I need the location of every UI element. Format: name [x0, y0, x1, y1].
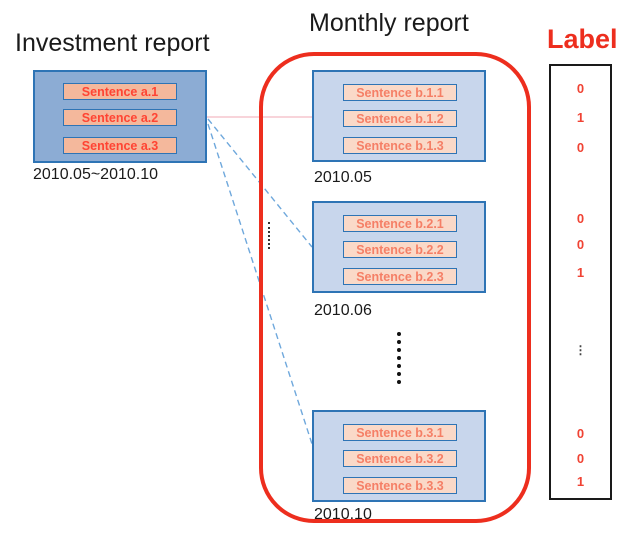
investment-report-title: Investment report	[15, 29, 210, 57]
sentence-b1-2: Sentence b.1.2	[343, 110, 457, 127]
label-value: 0	[576, 140, 585, 155]
label-value: 0	[576, 237, 585, 252]
label-value: 1	[576, 474, 585, 489]
vertical-ellipsis-months-icon	[397, 332, 401, 384]
monthly-box-2010-10: Sentence b.3.1 Sentence b.3.2 Sentence b…	[312, 410, 486, 502]
sentence-a3: Sentence a.3	[63, 137, 177, 154]
label-box: 0 1 0 0 0 1 ⋮ 0 0 1	[549, 64, 612, 500]
label-value: 0	[576, 211, 585, 226]
vertical-ellipsis-connectors-icon	[268, 222, 270, 249]
monthly-date-3: 2010.10	[314, 506, 372, 523]
label-value: 0	[576, 451, 585, 466]
investment-report-box: Sentence a.1 Sentence a.2 Sentence a.3	[33, 70, 207, 163]
sentence-b3-1: Sentence b.3.1	[343, 424, 457, 441]
vertical-ellipsis-labels-icon: ⋮	[574, 343, 587, 357]
label-value: 0	[576, 81, 585, 96]
monthly-box-2010-06: Sentence b.2.1 Sentence b.2.2 Sentence b…	[312, 201, 486, 293]
monthly-date-2: 2010.06	[314, 302, 372, 319]
sentence-a2: Sentence a.2	[63, 109, 177, 126]
sentence-b3-2: Sentence b.3.2	[343, 450, 457, 467]
monthly-box-2010-05: Sentence b.1.1 Sentence b.1.2 Sentence b…	[312, 70, 486, 162]
sentence-a1: Sentence a.1	[63, 83, 177, 100]
monthly-report-title: Monthly report	[309, 9, 469, 37]
monthly-report-group-outline	[259, 52, 531, 523]
investment-date-range: 2010.05~2010.10	[33, 166, 159, 183]
label-value: 1	[576, 110, 585, 125]
sentence-b3-3: Sentence b.3.3	[343, 477, 457, 494]
sentence-b1-1: Sentence b.1.1	[343, 84, 457, 101]
sentence-b1-3: Sentence b.1.3	[343, 137, 457, 154]
label-value: 0	[576, 426, 585, 441]
label-title: Label	[547, 24, 618, 54]
sentence-b2-3: Sentence b.2.3	[343, 268, 457, 285]
label-value: 1	[576, 265, 585, 280]
monthly-date-1: 2010.05	[314, 169, 372, 186]
connector-dashed-line-month3	[207, 123, 314, 448]
sentence-b2-2: Sentence b.2.2	[343, 241, 457, 258]
sentence-b2-1: Sentence b.2.1	[343, 215, 457, 232]
